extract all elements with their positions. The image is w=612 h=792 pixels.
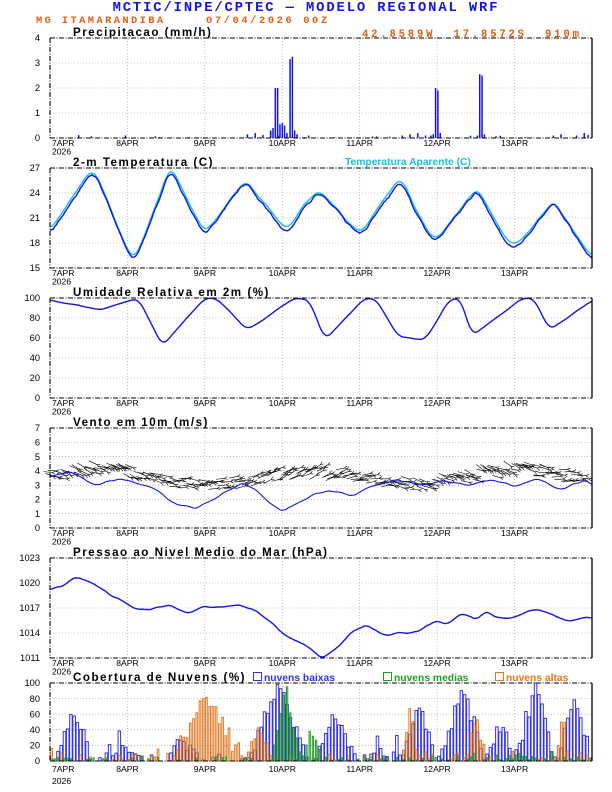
svg-text:8APR: 8APR <box>116 268 138 278</box>
svg-text:10APR: 10APR <box>269 268 296 278</box>
svg-text:12APR: 12APR <box>424 268 451 278</box>
svg-text:0: 0 <box>35 523 40 533</box>
svg-text:20: 20 <box>30 741 40 751</box>
svg-text:11APR: 11APR <box>346 268 373 278</box>
svg-text:2: 2 <box>35 83 40 93</box>
svg-text:12APR: 12APR <box>424 398 451 408</box>
svg-text:1017: 1017 <box>19 603 40 613</box>
svg-text:1011: 1011 <box>20 653 40 663</box>
svg-text:12APR: 12APR <box>424 138 451 148</box>
svg-text:13APR: 13APR <box>501 138 528 148</box>
svg-text:13APR: 13APR <box>501 398 528 408</box>
svg-text:4: 4 <box>35 466 40 476</box>
svg-text:13APR: 13APR <box>501 528 528 538</box>
svg-text:10APR: 10APR <box>269 528 296 538</box>
svg-text:10APR: 10APR <box>269 764 296 774</box>
svg-text:2026: 2026 <box>52 407 71 417</box>
svg-text:1020: 1020 <box>19 578 40 588</box>
svg-text:8APR: 8APR <box>116 138 138 148</box>
svg-text:8APR: 8APR <box>116 398 138 408</box>
svg-text:100: 100 <box>24 293 40 303</box>
svg-text:3: 3 <box>35 58 40 68</box>
svg-text:2026: 2026 <box>52 277 71 287</box>
svg-text:11APR: 11APR <box>346 764 373 774</box>
svg-text:21: 21 <box>30 213 40 223</box>
svg-text:7APR: 7APR <box>52 764 74 774</box>
svg-text:2026: 2026 <box>52 147 71 157</box>
svg-text:2026: 2026 <box>52 537 71 547</box>
svg-text:12APR: 12APR <box>424 658 451 668</box>
svg-text:10APR: 10APR <box>269 658 296 668</box>
svg-text:7: 7 <box>35 423 40 433</box>
svg-text:1014: 1014 <box>19 628 40 638</box>
svg-text:13APR: 13APR <box>501 268 528 278</box>
svg-text:10APR: 10APR <box>269 398 296 408</box>
svg-text:9APR: 9APR <box>194 658 216 668</box>
svg-text:11APR: 11APR <box>346 658 373 668</box>
svg-text:40: 40 <box>30 353 40 363</box>
svg-text:60: 60 <box>30 333 40 343</box>
svg-text:3: 3 <box>35 480 40 490</box>
svg-text:9APR: 9APR <box>194 268 216 278</box>
svg-text:9APR: 9APR <box>194 138 216 148</box>
svg-text:0: 0 <box>35 756 40 766</box>
svg-text:11APR: 11APR <box>346 398 373 408</box>
svg-text:4: 4 <box>35 33 40 43</box>
svg-text:13APR: 13APR <box>501 658 528 668</box>
svg-text:80: 80 <box>30 313 40 323</box>
svg-text:5: 5 <box>35 452 40 462</box>
svg-text:13APR: 13APR <box>501 764 528 774</box>
svg-text:1: 1 <box>35 509 40 519</box>
svg-text:11APR: 11APR <box>346 528 373 538</box>
svg-text:2: 2 <box>35 495 40 505</box>
svg-text:60: 60 <box>30 709 40 719</box>
svg-text:24: 24 <box>30 188 40 198</box>
svg-text:100: 100 <box>24 678 40 688</box>
svg-text:15: 15 <box>30 263 40 273</box>
svg-text:0: 0 <box>35 393 40 403</box>
svg-text:6: 6 <box>35 437 40 447</box>
svg-text:12APR: 12APR <box>424 764 451 774</box>
svg-text:40: 40 <box>30 725 40 735</box>
svg-text:8APR: 8APR <box>116 658 138 668</box>
svg-text:18: 18 <box>30 238 40 248</box>
svg-text:0: 0 <box>35 133 40 143</box>
svg-text:11APR: 11APR <box>346 138 373 148</box>
svg-text:9APR: 9APR <box>194 398 216 408</box>
svg-text:20: 20 <box>30 373 40 383</box>
svg-text:12APR: 12APR <box>424 528 451 538</box>
svg-text:1023: 1023 <box>19 553 40 563</box>
svg-text:8APR: 8APR <box>116 528 138 538</box>
svg-text:2026: 2026 <box>52 776 71 786</box>
svg-text:8APR: 8APR <box>116 764 138 774</box>
svg-text:27: 27 <box>30 163 40 173</box>
svg-text:9APR: 9APR <box>194 528 216 538</box>
svg-text:9APR: 9APR <box>194 764 216 774</box>
svg-text:1: 1 <box>35 108 40 118</box>
svg-text:80: 80 <box>30 694 40 704</box>
svg-text:10APR: 10APR <box>269 138 296 148</box>
